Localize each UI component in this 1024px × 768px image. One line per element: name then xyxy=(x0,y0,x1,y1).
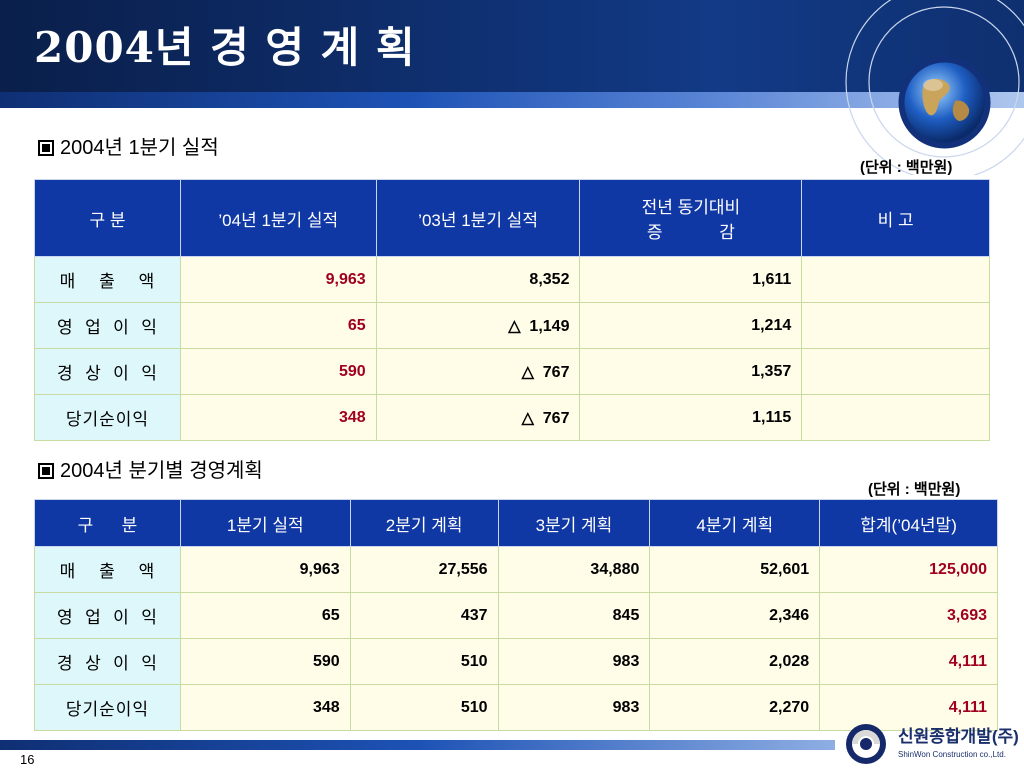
col-header-q2: 2분기 계획 xyxy=(349,499,499,547)
row-label: 당기순이익 xyxy=(34,684,181,731)
col-header-q4: 4분기 계획 xyxy=(649,499,821,547)
cell-total: 4,111 xyxy=(819,638,998,685)
cell-q4: 2,346 xyxy=(649,592,821,639)
section-bullet-icon xyxy=(38,463,54,479)
row-label: 영 업 이 익 xyxy=(34,592,181,639)
cell-q3: 845 xyxy=(497,592,651,639)
cell-03q1: △ 1,149 xyxy=(375,302,581,349)
col-header-category: 구 분 xyxy=(34,179,181,257)
cell-q4: 52,601 xyxy=(649,546,821,593)
cell-q2: 27,556 xyxy=(349,546,499,593)
cell-yoy: 1,611 xyxy=(579,256,803,303)
table-row: 매 출 액 9,963 27,556 34,880 52,601 125,000 xyxy=(34,546,998,593)
cell-q3: 983 xyxy=(497,684,651,731)
col-header-yoy-line2: 증 감 xyxy=(646,223,735,242)
cell-yoy: 1,357 xyxy=(579,348,803,395)
col-header-note: 비 고 xyxy=(801,179,990,257)
row-label: 당기순이익 xyxy=(34,394,181,441)
section-bullet-icon xyxy=(38,140,54,156)
company-logo xyxy=(846,724,886,764)
cell-q2: 437 xyxy=(349,592,499,639)
cell-q2: 510 xyxy=(349,684,499,731)
row-label: 경 상 이 익 xyxy=(34,638,181,685)
section1-unit: (단위 : 백만원) xyxy=(860,159,953,176)
cell-note xyxy=(801,302,990,349)
cell-q2: 510 xyxy=(349,638,499,685)
cell-total: 3,693 xyxy=(819,592,998,639)
company-name-english: ShinWon Construction co.,Ltd. xyxy=(898,750,1006,759)
cell-q1: 348 xyxy=(179,684,351,731)
q1-results-table: 구 분 ’04년 1분기 실적 ’03년 1분기 실적 전년 동기대비 증 감 … xyxy=(34,179,990,441)
cell-q1: 590 xyxy=(179,638,351,685)
cell-q1: 9,963 xyxy=(179,546,351,593)
footer-bar xyxy=(0,740,835,750)
title-stripe xyxy=(0,92,1024,108)
row-label: 매 출 액 xyxy=(34,546,181,593)
col-header-total: 합계(’04년말) xyxy=(819,499,998,547)
col-header-04q1: ’04년 1분기 실적 xyxy=(179,179,377,257)
company-name-korean: 신원종합개발(주) xyxy=(898,727,1019,746)
section2-title: 2004년 분기별 경영계획 xyxy=(38,454,263,483)
table-row: 영 업 이 익 65 △ 1,149 1,214 xyxy=(34,302,990,349)
cell-04q1: 348 xyxy=(179,394,377,441)
row-label: 매 출 액 xyxy=(34,256,181,303)
cell-04q1: 590 xyxy=(179,348,377,395)
col-header-yoy-line1: 전년 동기대비 xyxy=(641,198,741,217)
globe-icon xyxy=(898,56,991,149)
cell-total: 125,000 xyxy=(819,546,998,593)
cell-total: 4,111 xyxy=(819,684,998,731)
section2-unit: (단위 : 백만원) xyxy=(868,481,961,498)
table-row: 영 업 이 익 65 437 845 2,346 3,693 xyxy=(34,592,998,639)
cell-q4: 2,028 xyxy=(649,638,821,685)
cell-04q1: 9,963 xyxy=(179,256,377,303)
table-header-row: 구 분 1분기 실적 2분기 계획 3분기 계획 4분기 계획 합계(’04년말… xyxy=(34,499,998,547)
col-header-q3: 3분기 계획 xyxy=(497,499,651,547)
cell-03q1: △ 767 xyxy=(375,394,581,441)
table-header-row: 구 분 ’04년 1분기 실적 ’03년 1분기 실적 전년 동기대비 증 감 … xyxy=(34,179,990,257)
cell-q3: 983 xyxy=(497,638,651,685)
section1-title: 2004년 1분기 실적 xyxy=(38,131,219,160)
cell-q3: 34,880 xyxy=(497,546,651,593)
quarterly-plan-table: 구 분 1분기 실적 2분기 계획 3분기 계획 4분기 계획 합계(’04년말… xyxy=(34,499,998,731)
cell-q1: 65 xyxy=(179,592,351,639)
row-label: 경 상 이 익 xyxy=(34,348,181,395)
page-title: 2004년 경 영 계 획 xyxy=(34,23,416,72)
table-row: 당기순이익 348 △ 767 1,115 xyxy=(34,394,990,441)
cell-note xyxy=(801,348,990,395)
row-label: 영 업 이 익 xyxy=(34,302,181,349)
cell-yoy: 1,214 xyxy=(579,302,803,349)
cell-note xyxy=(801,394,990,441)
table-row: 매 출 액 9,963 8,352 1,611 xyxy=(34,256,990,303)
cell-note xyxy=(801,256,990,303)
cell-03q1: 8,352 xyxy=(375,256,581,303)
table-row: 경 상 이 익 590 △ 767 1,357 xyxy=(34,348,990,395)
cell-q4: 2,270 xyxy=(649,684,821,731)
table-row: 당기순이익 348 510 983 2,270 4,111 xyxy=(34,684,998,731)
decorative-rings xyxy=(845,0,1024,175)
col-header-yoy: 전년 동기대비 증 감 xyxy=(579,179,803,257)
table-row: 경 상 이 익 590 510 983 2,028 4,111 xyxy=(34,638,998,685)
cell-03q1: △ 767 xyxy=(375,348,581,395)
col-header-category: 구 분 xyxy=(34,499,181,547)
cell-04q1: 65 xyxy=(179,302,377,349)
col-header-03q1: ’03년 1분기 실적 xyxy=(375,179,581,257)
page-number: 16 xyxy=(20,752,35,767)
cell-yoy: 1,115 xyxy=(579,394,803,441)
col-header-q1: 1분기 실적 xyxy=(179,499,351,547)
